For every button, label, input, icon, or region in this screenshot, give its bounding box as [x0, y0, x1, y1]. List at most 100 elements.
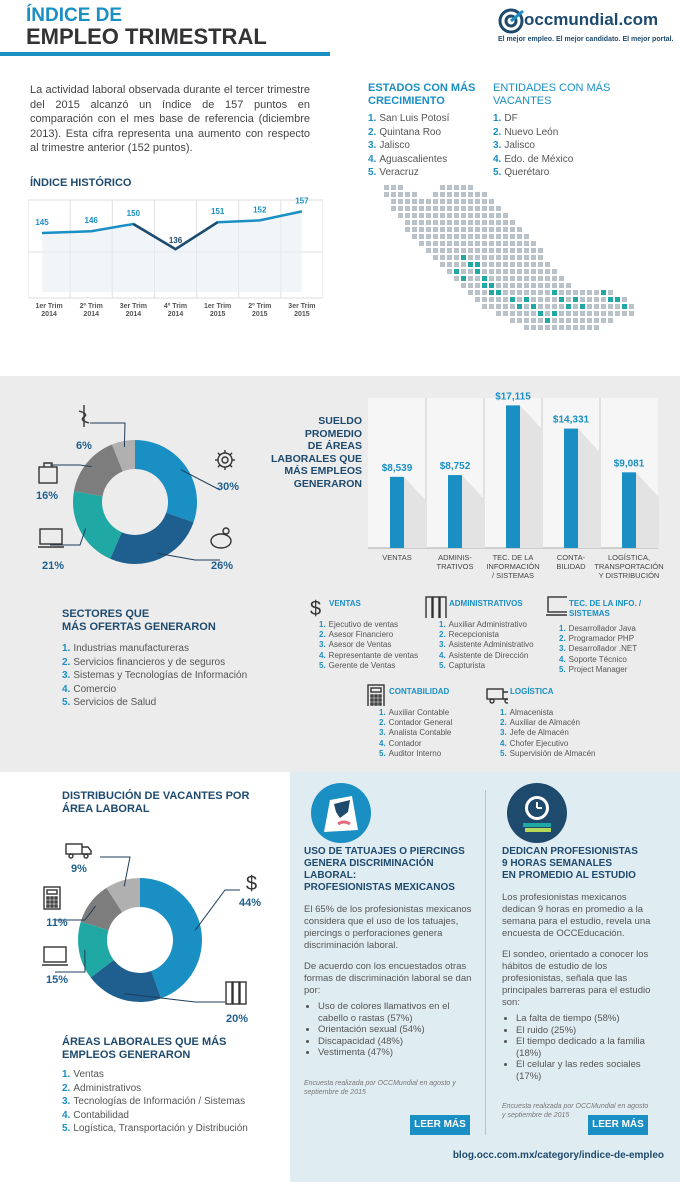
tattoo-read-more-button[interactable]: LEER MÁS: [410, 1115, 470, 1135]
donut-slice: [80, 887, 123, 931]
occ-target-icon: [498, 8, 524, 34]
map-dot: [524, 297, 529, 302]
map-dot: [419, 234, 424, 239]
map-dot: [433, 248, 438, 253]
map-dot: [566, 311, 571, 316]
map-dot: [447, 213, 452, 218]
tick-label: TEC. DE LA: [493, 553, 534, 562]
data-label: 21%: [42, 560, 64, 572]
map-dot: [517, 241, 522, 246]
data-label: 157: [295, 196, 309, 205]
donut-slice: [78, 921, 114, 978]
footer-url-link[interactable]: blog.occ.com.mx/category/indice-de-emple…: [452, 1150, 664, 1161]
map-dot: [531, 311, 536, 316]
tick-label: 2015: [294, 311, 310, 318]
map-dot: [524, 262, 529, 267]
list-number: 1.: [379, 708, 386, 717]
map-dot: [510, 248, 515, 253]
map-dot: [482, 297, 487, 302]
tick-label: / SISTEMAS: [492, 571, 534, 580]
list-number: 3.: [62, 670, 71, 681]
map-dot: [524, 241, 529, 246]
map-dot: [559, 276, 564, 281]
bar-shadow: [520, 405, 543, 548]
leader-line: [124, 993, 225, 1003]
map-dot: [475, 213, 480, 218]
shopping-bag-icon: [38, 462, 58, 484]
map-dot: [475, 241, 480, 246]
map-dot: [517, 297, 522, 302]
list-item-label: Industrias manufactureras: [73, 643, 189, 654]
map-dot: [482, 199, 487, 204]
map-dot: [517, 269, 522, 274]
map-dot: [503, 276, 508, 281]
map-dot: [538, 262, 543, 267]
map-dot: [538, 255, 543, 260]
study-paragraph-1: Los profesionistas mexicanos dedican 9 h…: [502, 892, 651, 939]
map-dot: [398, 199, 403, 204]
leader-line: [180, 469, 221, 491]
map-dot: [468, 213, 473, 218]
list-item-label: Aguascalientes: [379, 153, 448, 165]
map-dot: [482, 269, 487, 274]
map-dot: [573, 290, 578, 295]
data-label: 152: [253, 205, 267, 214]
map-dot: [496, 234, 501, 239]
map-dot: [461, 283, 466, 288]
map-dot: [566, 297, 571, 302]
data-label: 9%: [71, 863, 87, 875]
monitor-icon: [42, 946, 68, 966]
donut-slice: [106, 878, 140, 913]
map-dot: [468, 248, 473, 253]
list-number: 5.: [500, 748, 507, 758]
tick-label: TRANSPORTACIÓN: [594, 562, 663, 571]
distribution-heading-1: DISTRIBUCIÓN DE VACANTES POR: [62, 790, 250, 802]
map-dot: [454, 213, 459, 218]
map-dot: [531, 276, 536, 281]
map-dot: [482, 276, 487, 281]
map-dot: [559, 304, 564, 309]
map-dot: [461, 234, 466, 239]
calculator-icon: [367, 684, 385, 706]
study-read-more-button[interactable]: LEER MÁS: [588, 1115, 648, 1135]
map-dot: [545, 262, 550, 267]
data-label: 145: [35, 218, 49, 227]
heading-line: EN PROMEDIO AL ESTUDIO: [502, 870, 636, 881]
map-dot: [629, 311, 634, 316]
sectors-list: 1. Industrias manufactureras 2. Servicios f…: [62, 642, 282, 710]
brand-logo[interactable]: occmundial.com: [490, 6, 660, 36]
map-dot: [475, 220, 480, 225]
list-number: 1.: [368, 113, 377, 124]
map-dot: [538, 248, 543, 253]
map-dot: [580, 318, 585, 323]
map-dot: [531, 283, 536, 288]
map-dot: [552, 276, 557, 281]
map-dot: [559, 290, 564, 295]
data-label: 150: [127, 209, 141, 218]
truck-icon: [65, 843, 92, 859]
map-dot: [454, 227, 459, 232]
position-card-title: VENTAS: [329, 599, 361, 608]
map-dot: [545, 276, 550, 281]
map-dot: [615, 304, 620, 309]
map-dot: [433, 192, 438, 197]
list-item-label: Representante de ventas: [328, 650, 419, 660]
map-dot: [489, 248, 494, 253]
piggy-bank-icon: [210, 527, 232, 549]
map-dot: [517, 304, 522, 309]
map-dot: [496, 276, 501, 281]
map-dot: [601, 311, 606, 316]
map-dot: [517, 276, 522, 281]
map-dot: [496, 227, 501, 232]
title-line-1: ÍNDICE DE: [26, 5, 123, 26]
list-number: 4.: [559, 654, 566, 664]
list-number: 1.: [493, 113, 502, 124]
list-item: 2. Quintana Roo: [368, 126, 488, 140]
map-dot: [545, 318, 550, 323]
svg-text:$: $: [310, 598, 321, 618]
donut-slice: [110, 512, 194, 564]
tick-label: LOGÍSTICA,: [608, 553, 650, 562]
entities-list: 1. DF 2. Nuevo León 3. Jalisco 4. Edo. de Méxic…: [493, 112, 623, 180]
map-dot: [510, 234, 515, 239]
list-item-label: Project Manager: [568, 664, 628, 674]
